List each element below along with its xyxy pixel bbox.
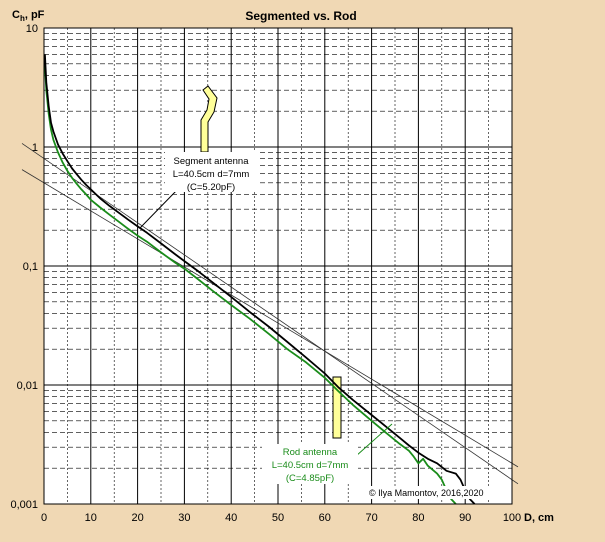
series-lines <box>44 54 476 505</box>
x-tick-label: 100 <box>503 512 521 524</box>
segment-annotation-box <box>165 152 257 192</box>
x-tick-label: 70 <box>365 512 377 524</box>
rod-annotation-line-2: L=40.5cm d=7mm <box>272 460 349 471</box>
x-tick-label: 0 <box>41 512 47 524</box>
plot-border <box>43 27 513 505</box>
x-tick-labels: 0 10 20 30 40 50 60 70 80 90 100 <box>41 512 521 524</box>
x-tick-label: 80 <box>412 512 424 524</box>
y-tick-label: 0,01 <box>17 380 38 392</box>
chart-title: Segmented vs. Rod <box>245 9 356 23</box>
y-axis-label-main: C <box>12 9 20 21</box>
x-tick-label: 10 <box>85 512 97 524</box>
segment-annotation-line-3: (C=5.20pF) <box>187 182 235 193</box>
reference-lines <box>21 143 519 485</box>
rod-callout-leader <box>355 423 393 457</box>
y-tick-label: 10 <box>26 23 38 35</box>
y-tick-label: 0,1 <box>23 261 38 273</box>
rod-annotation-box <box>262 444 358 484</box>
reference-line-1 <box>21 143 519 485</box>
rod-annotation-line-3: (C=4.85pF) <box>286 473 334 484</box>
segment-annotation-line-1: Segment antenna <box>173 156 249 167</box>
y-axis-label: Ch, pF <box>12 9 45 23</box>
y-tick-labels: 10 1 0,1 0,01 0,001 <box>10 23 38 511</box>
x-tick-label: 20 <box>131 512 143 524</box>
x-tick-label: 40 <box>225 512 237 524</box>
y-axis-label-sub: h <box>20 14 25 23</box>
rod-annotation-line-1: Rod antenna <box>283 447 338 458</box>
copyright-text: © Ilya Mamontov, 2016,2020 <box>369 488 484 498</box>
segment-antenna-line <box>44 54 476 505</box>
x-tick-label: 90 <box>459 512 471 524</box>
x-tick-label: 50 <box>272 512 284 524</box>
y-axis-label-unit: , pF <box>25 9 45 21</box>
x-tick-label: 60 <box>319 512 331 524</box>
copyright-box <box>367 486 505 499</box>
rod-antenna-icon <box>332 376 342 439</box>
segment-callout-leader <box>139 188 179 229</box>
y-tick-label: 0,001 <box>10 499 38 511</box>
reference-line-2 <box>21 169 519 468</box>
rod-antenna-line <box>44 63 457 505</box>
x-tick-label: 30 <box>178 512 190 524</box>
segment-annotation-line-2: L=40.5cm d=7mm <box>173 169 250 180</box>
y-tick-label: 1 <box>32 142 38 154</box>
x-axis-label: D, cm <box>524 512 554 524</box>
